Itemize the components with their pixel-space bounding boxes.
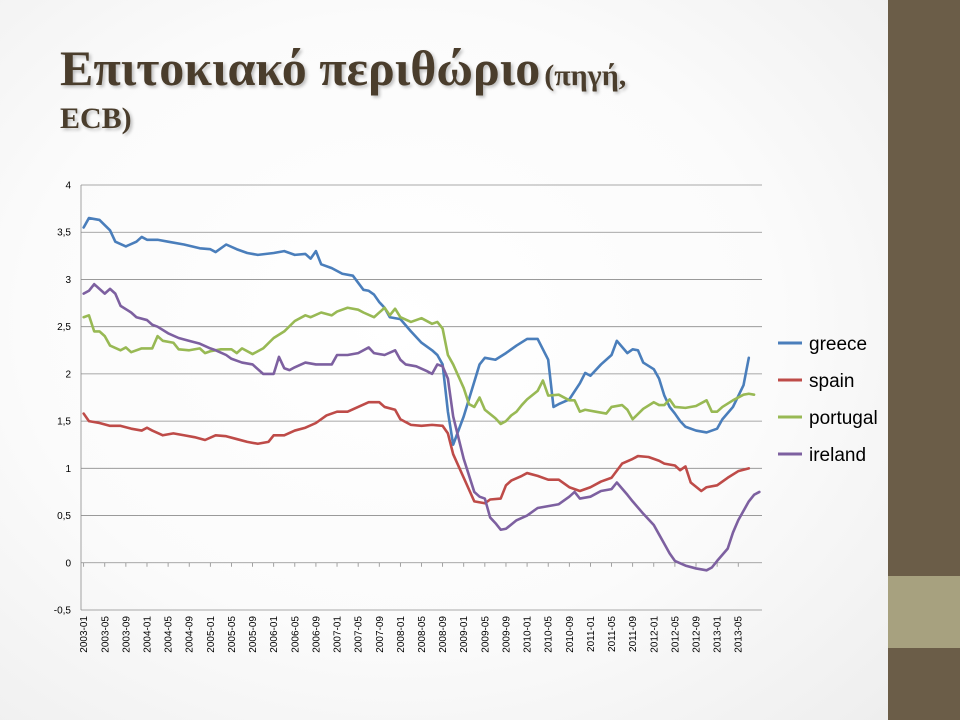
- legend: greece spain portugal ireland: [778, 334, 878, 466]
- series-line-ireland: [82, 282, 761, 572]
- x-tick-label: 2010-05: [544, 616, 555, 653]
- x-tick-label: 2012-05: [670, 616, 681, 653]
- y-tick-label: 4: [65, 181, 71, 192]
- x-tick-label: 2006-05: [290, 616, 301, 653]
- x-tick-label: 2013-05: [734, 616, 745, 653]
- axes: 4 3,5 3 2,5 2 1,5 1 0,5 0 -0,5 2003-01 2003-05 2003-…: [54, 181, 745, 653]
- slide-title-source: (πηγή,: [544, 59, 627, 92]
- x-tick-label: 2003-01: [79, 616, 90, 653]
- decorative-side-block: [888, 576, 960, 648]
- x-tick-label: 2008-09: [438, 616, 449, 653]
- x-tick-label: 2013-01: [713, 616, 724, 653]
- x-tick-label: 2011-09: [628, 616, 639, 652]
- series-line-spain: [82, 400, 751, 505]
- x-tick-label: 2011-05: [607, 616, 618, 652]
- x-tick-label: 2005-05: [227, 616, 238, 653]
- x-tick-label: 2009-05: [480, 616, 491, 653]
- y-tick-label: 1,5: [57, 417, 71, 428]
- slide-title: Επιτοκιακό περιθώριο (πηγή, ECB): [60, 36, 840, 138]
- x-tick-label: 2005-09: [248, 616, 259, 653]
- x-tick-label: 2004-09: [185, 616, 196, 653]
- x-tick-label: 2004-01: [142, 616, 153, 653]
- series-lines: [82, 216, 761, 572]
- x-tick-label: 2006-09: [311, 616, 322, 653]
- legend-label-spain: spain: [809, 371, 854, 392]
- x-tick-label: 2003-09: [121, 616, 132, 653]
- y-tick-label: 0: [65, 558, 71, 569]
- x-tick-label: 2008-01: [396, 616, 407, 653]
- legend-label-ireland: ireland: [809, 445, 866, 466]
- series-line-portugal: [82, 306, 756, 426]
- x-tick-label: 2003-05: [100, 616, 111, 653]
- series-line-greece: [82, 216, 751, 447]
- x-tick-label: 2007-01: [333, 616, 344, 653]
- gridlines: [81, 184, 762, 611]
- x-tick-label: 2007-05: [354, 616, 365, 653]
- y-tick-label: 2: [65, 369, 71, 380]
- slide-background: [0, 0, 888, 720]
- x-tick-label: 2008-05: [417, 616, 428, 653]
- x-tick-label: 2010-01: [523, 616, 534, 653]
- x-tick-label: 2010-09: [565, 616, 576, 653]
- y-tick-label: 1: [65, 464, 71, 475]
- x-tick-label: 2007-09: [375, 616, 386, 653]
- x-tick-label: 2009-01: [459, 616, 470, 653]
- legend-label-portugal: portugal: [809, 408, 878, 429]
- y-tick-label: 3,5: [57, 228, 71, 239]
- x-tick-label: 2009-09: [501, 616, 512, 653]
- x-tick-label: 2012-01: [649, 616, 660, 653]
- x-tick-label: 2006-01: [269, 616, 280, 653]
- y-tick-label: 2,5: [57, 322, 71, 333]
- slide-title-main: Επιτοκιακό περιθώριο: [60, 40, 541, 96]
- x-tick-label: 2012-09: [692, 616, 703, 653]
- y-tick-label: 3: [65, 275, 71, 286]
- y-tick-label: 0,5: [57, 511, 71, 522]
- slide-title-line2: ECB): [60, 102, 132, 135]
- x-tick-label: 2011-01: [586, 616, 597, 652]
- x-tick-label: 2005-01: [206, 616, 217, 653]
- legend-label-greece: greece: [809, 334, 867, 355]
- y-tick-label: -0,5: [54, 606, 72, 617]
- x-tick-label: 2004-05: [164, 616, 175, 653]
